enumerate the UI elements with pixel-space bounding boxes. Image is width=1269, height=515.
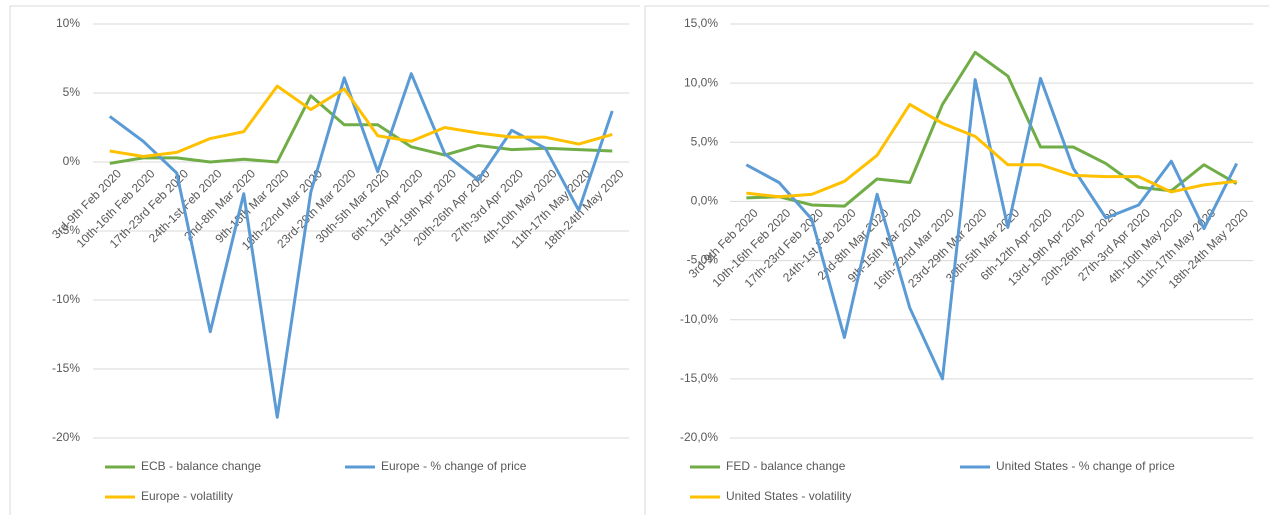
y-tick-label: 10,0%: [684, 75, 718, 89]
legend-label: FED - balance change: [726, 459, 846, 473]
y-tick-label: -10%: [52, 292, 80, 306]
legend-label: ECB - balance change: [141, 459, 261, 473]
y-tick-label: 5%: [63, 85, 81, 99]
y-tick-label: -10,0%: [680, 312, 718, 326]
y-tick-label: 0,0%: [691, 194, 719, 208]
series-line: [109, 84, 613, 158]
y-tick-label: 5,0%: [691, 134, 719, 148]
y-tick-label: 10%: [56, 16, 80, 30]
series-line: [746, 50, 1238, 208]
legend-label: United States - volatility: [726, 489, 851, 503]
y-tick-label: -15,0%: [680, 371, 718, 385]
legend-label: Europe - % change of price: [381, 459, 527, 473]
y-tick-label: -5,0%: [687, 253, 719, 267]
y-tick-label: -15%: [52, 361, 80, 375]
y-tick-label: -20%: [52, 430, 80, 444]
y-tick-label: -5%: [59, 223, 81, 237]
series-line: [746, 102, 1237, 199]
legend-label: Europe - volatility: [141, 489, 233, 503]
y-tick-label: -20,0%: [680, 430, 718, 444]
series-line: [108, 72, 614, 419]
y-tick-label: 0%: [63, 154, 81, 168]
legend-label: United States - % change of price: [996, 459, 1175, 473]
y-tick-label: 15,0%: [684, 16, 718, 30]
